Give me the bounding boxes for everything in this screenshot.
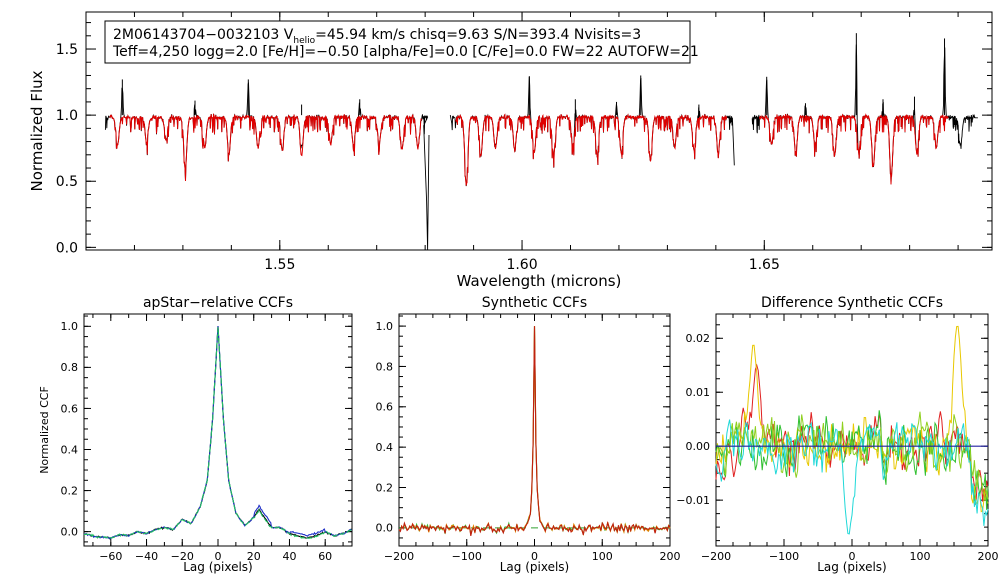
apstar-ccf-xtick-label: 20 — [247, 550, 261, 563]
annotation-v-rest: =45.94 km/s chisq=9.63 S/N=393.4 Nvisits… — [315, 27, 641, 43]
apstar-ccf-ytick-label: 1.0 — [61, 320, 79, 333]
apstar-ccf-line-visit-1 — [83, 326, 353, 540]
apstar-ccf-xtick-label: −60 — [99, 550, 122, 563]
annotation-v-label: V — [284, 27, 294, 43]
apstar-ccf-ytick-label: 0.6 — [61, 402, 79, 415]
synthetic-ccf-ytick-label: 0.8 — [376, 360, 394, 373]
spectrum-model-line — [455, 113, 728, 186]
synthetic-ccf-xtick-label: −200 — [384, 550, 414, 563]
spectrum-observed-line — [104, 82, 430, 251]
spectrum-ytick-label: 0.5 — [56, 174, 78, 190]
difference-ccf-xtick-label: −200 — [701, 550, 731, 563]
apstar-ccf-ytick-label: 0.8 — [61, 361, 79, 374]
spectrum-annotation: 2M06143704−0032103 Vhelio=45.94 km/s chi… — [104, 20, 699, 64]
spectrum-ytick-label: 1.0 — [56, 108, 78, 124]
difference-ccf-line-yellowgreen — [715, 411, 989, 501]
synthetic-ccf-xtick-label: 200 — [660, 550, 681, 563]
spectrum-xtick-label: 1.65 — [749, 257, 780, 273]
annotation-star-id: 2M06143704−0032103 — [113, 27, 284, 43]
apstar-ccf-line-visit-3 — [83, 327, 353, 540]
difference-ccf-xlabel: Lag (pixels) — [817, 560, 887, 574]
spectrum-annotation-line1: 2M06143704−0032103 Vhelio=45.94 km/s chi… — [113, 27, 641, 46]
apstar-ccf-xtick-label: −20 — [171, 550, 194, 563]
synthetic-ccf-xtick-label: 100 — [592, 550, 613, 563]
apstar-ccf-ytick-label: 0.2 — [61, 484, 79, 497]
apstar-ccf-xtick-label: 0 — [215, 550, 222, 563]
synthetic-ccf-ytick-label: 0.4 — [376, 441, 394, 454]
difference-ccf-title: Difference Synthetic CCFs — [761, 295, 943, 311]
apstar-ccf-ytick-label: 0.4 — [61, 443, 79, 456]
difference-ccf-line-cyan — [715, 419, 989, 535]
apstar-ccf-xtick-label: 40 — [282, 550, 296, 563]
annotation-v-subscript: helio — [293, 36, 315, 46]
spectrum-panel: 1.55 1.60 1.65 0.0 0.5 1.0 1.5 Wavelength (micr… — [28, 11, 993, 290]
spectrum-model-line — [109, 112, 423, 182]
difference-ccf-xtick-label: 200 — [978, 550, 999, 563]
difference-ccf-xtick-label: −100 — [769, 550, 799, 563]
synthetic-ccf-ytick-label: 0.6 — [376, 401, 394, 414]
difference-ccf-panel: −200 −100 0 100 200 −0.01 0.00 0.01 0.02 Differen… — [676, 295, 998, 574]
spectrum-annotation-line2: Teff=4,250 logg=2.0 [Fe/H]=−0.50 [alpha/… — [112, 44, 699, 60]
apstar-ccf-xtick-label: 60 — [318, 550, 332, 563]
apstar-ccf-xtick-label: −40 — [135, 550, 158, 563]
difference-ccf-xtick-label: 0 — [849, 550, 856, 563]
synthetic-ccf-ytick-label: 0.0 — [376, 522, 394, 535]
spectrum-ylabel: Normalized Flux — [28, 70, 46, 191]
spectrum-model-line — [759, 113, 949, 185]
synthetic-ccf-ytick-label: 1.0 — [376, 320, 394, 333]
spectrum-ytick-label: 1.5 — [56, 42, 78, 58]
synthetic-ccf-title: Synthetic CCFs — [482, 295, 587, 311]
spectrum-xlabel: Wavelength (microns) — [457, 272, 622, 290]
synthetic-ccf-ytick-label: 0.2 — [376, 481, 394, 494]
difference-ccf-ytick-label: 0.01 — [686, 386, 711, 399]
difference-ccf-ytick-label: 0.02 — [686, 332, 711, 345]
synthetic-ccf-xtick-label: −100 — [452, 550, 482, 563]
apstar-ccf-ytick-label: 0.0 — [61, 525, 79, 538]
spectrum-xtick-label: 1.55 — [264, 257, 295, 273]
apstar-ccf-xlabel: Lag (pixels) — [183, 560, 253, 574]
difference-ccf-xtick-label: 100 — [910, 550, 931, 563]
difference-ccf-ytick-label: −0.01 — [676, 494, 710, 507]
synthetic-ccf-xtick-label: 0 — [531, 550, 538, 563]
apstar-ccf-title: apStar−relative CCFs — [143, 295, 293, 311]
difference-ccf-line-yellow — [715, 325, 989, 513]
synthetic-ccf-xlabel: Lag (pixels) — [500, 560, 570, 574]
spectrum-xtick-label: 1.60 — [506, 257, 537, 273]
synthetic-ccf-line-red — [398, 326, 671, 537]
apstar-ccf-ylabel: Normalized CCF — [38, 386, 51, 474]
spectrum-annotation-box — [104, 20, 691, 64]
apstar-ccf-line-visit-2 — [83, 325, 353, 540]
spectrum-ytick-label: 0.0 — [56, 240, 78, 256]
apstar-ccf-frame — [83, 313, 353, 547]
spectrum-frame — [85, 11, 993, 251]
difference-ccf-ytick-label: 0.00 — [686, 440, 711, 453]
apstar-ccf-panel: −60 −40 −20 0 20 40 60 0.0 0.2 0.4 0.6 0.8 1.0 apStar… — [38, 295, 353, 574]
synthetic-ccf-panel: −200 −100 0 100 200 0.0 0.2 0.4 0.6 0.8 1.0 Synthet… — [376, 295, 681, 574]
